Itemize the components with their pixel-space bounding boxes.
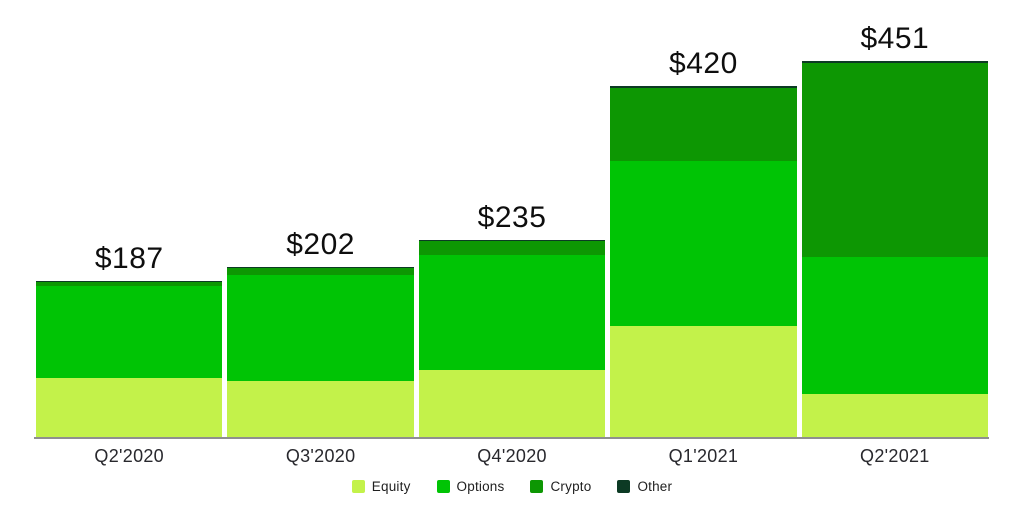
x-tick-label: Q2'2020 [94,446,164,466]
x-tick-label: Q2'2021 [860,446,930,466]
bar-segment-other [610,87,797,88]
bar-q2-2021: $451 [801,0,989,437]
bar-q3-2020: $202 [227,0,414,437]
bar-segment-crypto [418,241,606,255]
legend-label: Equity [371,479,411,494]
bars-row: $187 $202 $235 $420 $451 [36,0,989,437]
bar-segment-crypto [36,282,223,286]
bar-segment-equity [801,394,989,437]
bar-segment-options [227,275,414,381]
bar-total-label: $451 [860,22,930,55]
bar-segment-crypto [801,63,989,257]
bar-total-label: $202 [286,228,355,261]
bar-q2-2020: $187 [36,0,223,437]
bar-segment-equity [227,381,414,437]
bar-stack [36,281,223,437]
x-tick-label: Q1'2021 [668,446,739,466]
bar-segment-options [36,286,223,378]
bar-segment-options [418,255,606,370]
bar-stack [418,240,606,437]
bar-segment-options [801,257,989,394]
chart-legend: Equity Options Crypto Other [0,479,1024,494]
legend-swatch-crypto [530,480,544,493]
x-tick-label: Q4'2020 [477,446,547,466]
bar-segment-equity [418,370,606,437]
legend-item-crypto: Crypto [530,479,591,494]
bar-segment-options [610,161,797,326]
x-axis-labels: Q2'2020 Q3'2020 Q4'2020 Q1'2021 Q2'2021 [36,446,988,468]
bar-segment-crypto [610,88,797,161]
legend-item-other: Other [617,479,672,494]
bar-total-label: $187 [94,242,164,275]
bar-total-label: $235 [477,201,547,234]
bar-q1-2021: $420 [610,0,797,437]
legend-item-options: Options [436,479,505,494]
bar-segment-equity [610,326,797,437]
bar-stack [610,86,797,437]
bar-stack [801,61,989,437]
x-tick-label: Q3'2020 [285,446,356,466]
legend-label: Options [456,479,505,494]
stacked-bar-chart: $187 $202 $235 $420 $451 [36,0,989,437]
legend-label: Other [637,479,673,494]
legend-swatch-options [436,480,450,493]
bar-segment-equity [36,378,223,437]
legend-swatch-equity [351,480,365,493]
bar-segment-crypto [227,268,414,275]
bar-total-label: $420 [669,47,738,80]
bar-segment-other [801,62,989,63]
bar-q4-2020: $235 [418,0,606,437]
legend-swatch-other [617,480,631,493]
x-axis-line [34,437,989,439]
legend-item-equity: Equity [351,479,411,494]
bar-stack [227,267,414,437]
legend-label: Crypto [550,479,592,494]
